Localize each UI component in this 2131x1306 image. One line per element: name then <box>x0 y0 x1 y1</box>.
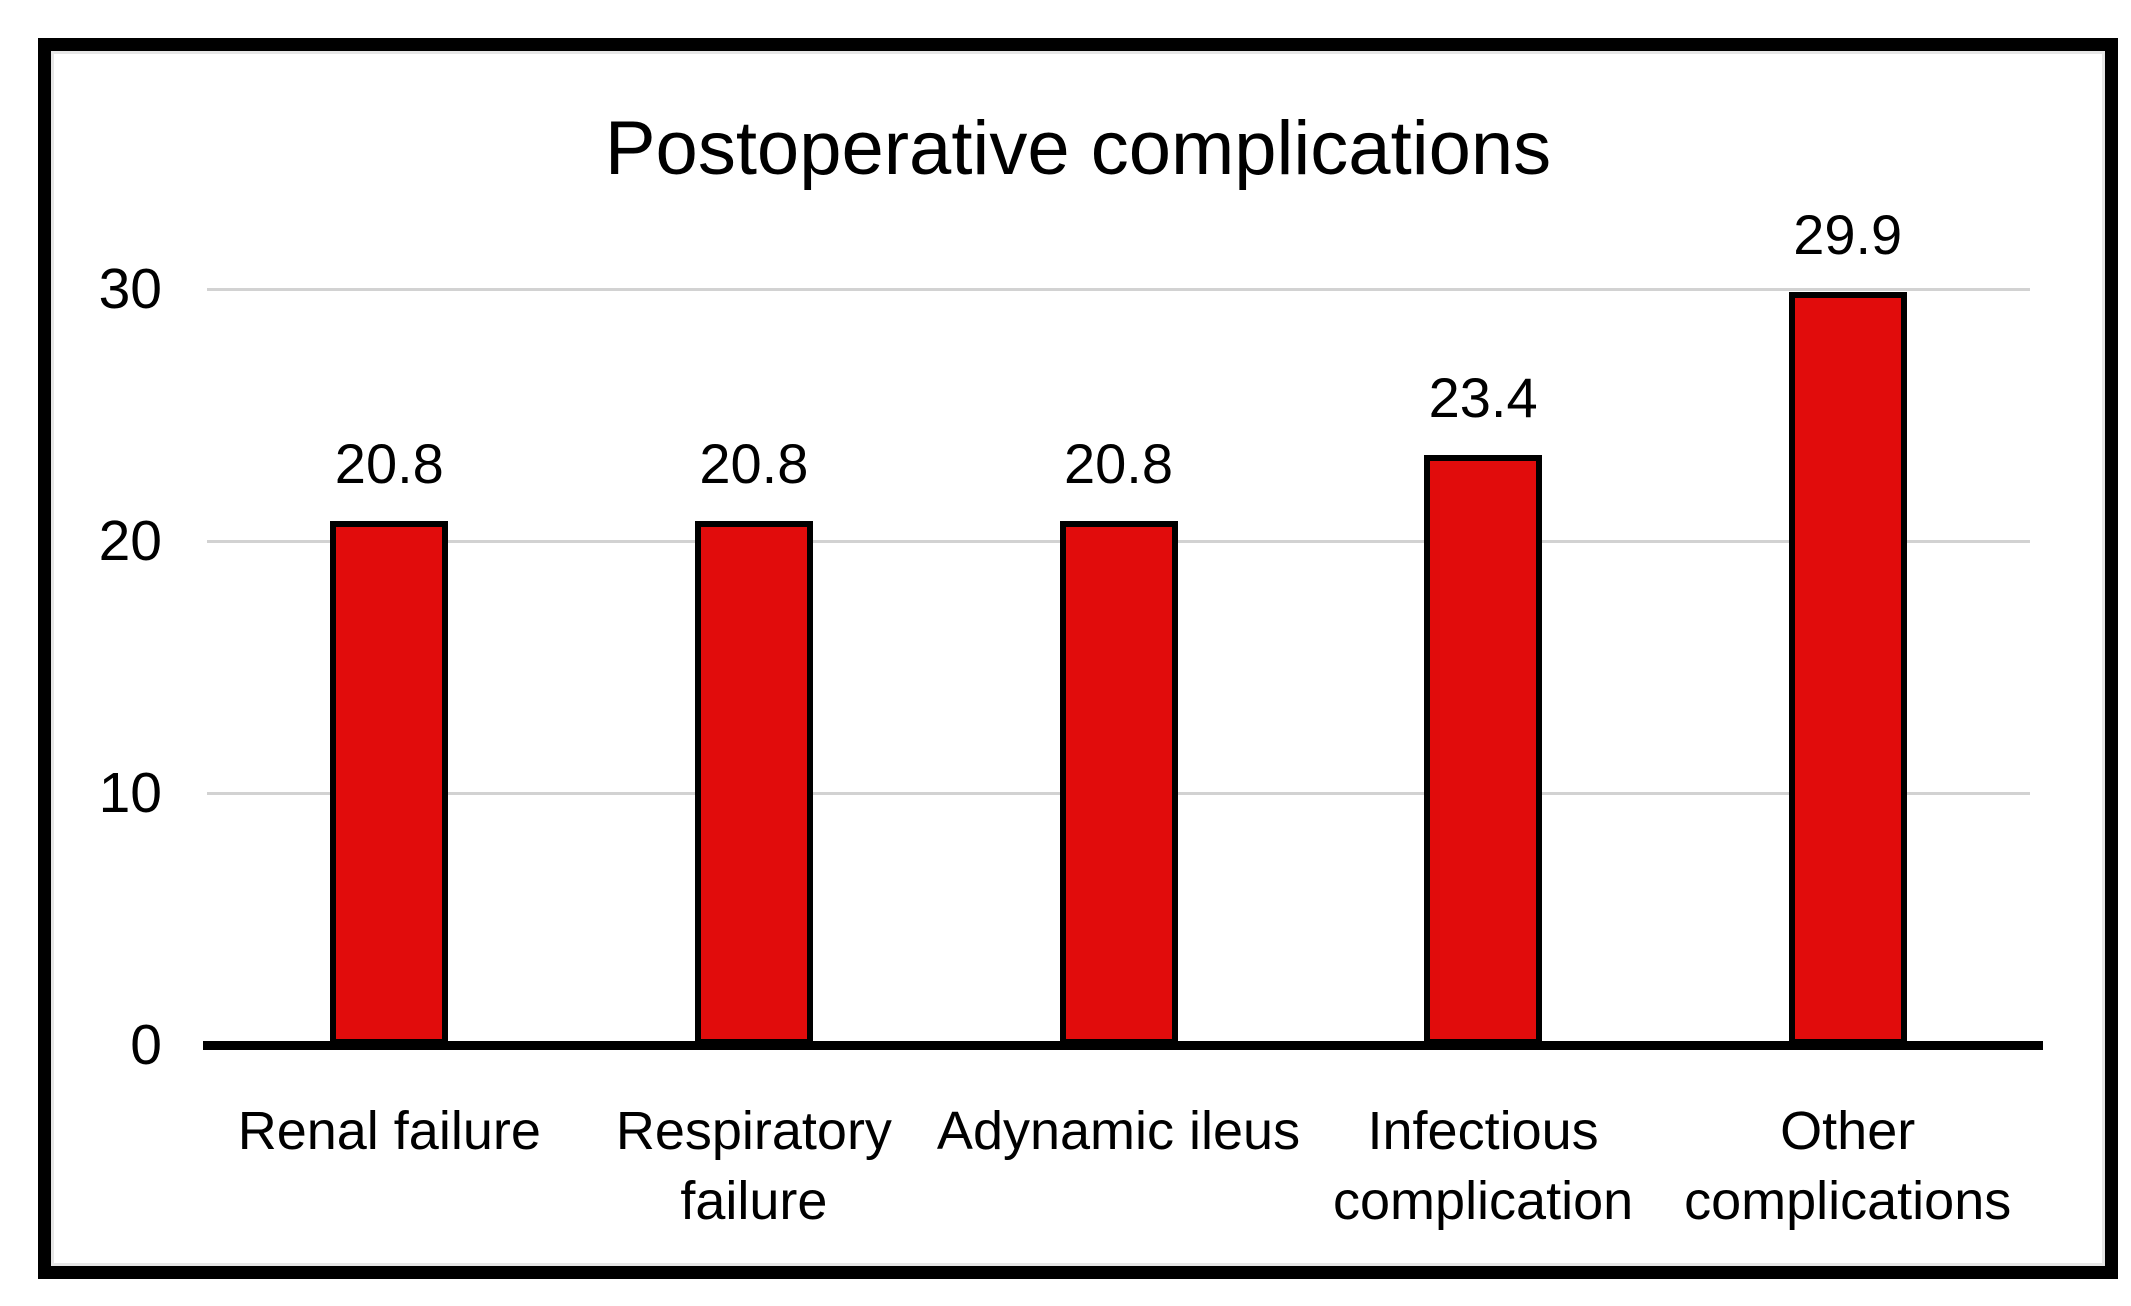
category-label: Other complications <box>1662 1096 2034 1236</box>
category-label: Infectious complication <box>1297 1096 1669 1236</box>
bar <box>1424 455 1543 1045</box>
bar-value-label: 20.8 <box>699 431 809 495</box>
y-axis-tick-label: 30 <box>98 257 162 321</box>
gridline <box>207 288 2030 291</box>
category-label-line: Respiratory <box>615 1101 892 1161</box>
bar <box>330 520 449 1045</box>
category-label-line: Adynamic ileus <box>936 1101 1301 1161</box>
bar <box>694 520 813 1045</box>
category-label-line: Other <box>1780 1101 1916 1161</box>
category-label-line: Infectious <box>1367 1101 1599 1161</box>
category-label: Renal failure <box>203 1096 575 1166</box>
bar <box>1059 520 1178 1045</box>
x-axis-line <box>203 1041 2043 1050</box>
chart-title: Postoperative complications <box>604 106 1552 191</box>
category-label-line: complication <box>1333 1171 1634 1231</box>
y-axis-tick-label: 20 <box>98 509 162 573</box>
category-label-line: failure <box>680 1171 828 1231</box>
bar-value-label: 23.4 <box>1428 366 1538 430</box>
y-axis-tick-label: 10 <box>98 761 162 825</box>
y-axis-tick-label: 0 <box>130 1013 162 1077</box>
category-label-line: Renal failure <box>237 1101 541 1161</box>
bar-value-label: 20.8 <box>1064 431 1173 495</box>
bar-value-label: 29.9 <box>1793 202 1903 266</box>
bar <box>1788 291 1907 1045</box>
bar-value-label: 20.8 <box>334 431 444 495</box>
category-label-line: complications <box>1684 1171 2012 1231</box>
category-label: Adynamic ileus <box>933 1096 1305 1166</box>
category-label: Respiratory failure <box>568 1096 940 1236</box>
